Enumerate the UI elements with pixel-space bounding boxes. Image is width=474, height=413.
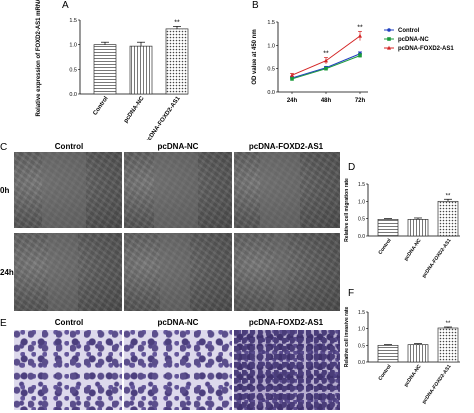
significance-label: **	[357, 24, 363, 31]
y-tick-label: 0.0	[358, 234, 365, 240]
invasion-image-foxd2	[234, 330, 340, 410]
bar-chart-a: 0.0 0.5 1.0 1.5 Relative expression of FOXD2…	[36, 0, 189, 140]
e-col-header-nc: pcDNA-NC	[157, 318, 199, 327]
significance-label: **	[446, 321, 451, 327]
c-col-header-nc: pcDNA-NC	[157, 142, 199, 151]
legend-marker	[387, 37, 391, 41]
c-col-header-foxd2: pcDNA-FOXD2-AS1	[248, 142, 324, 151]
x-tick-label: pcDNA-NC	[123, 95, 146, 124]
bar-chart-d: 0.0 0.5 1.0 1.5 Relative cell migration rate…	[344, 178, 460, 280]
invasion-image-control	[14, 330, 122, 410]
y-tick-label: 1.0	[358, 327, 365, 333]
y-axis-label: Relative expression of FOXD2-AS1 mRNA	[36, 0, 42, 117]
y-tick-label: 1.0	[358, 199, 365, 205]
data-point	[358, 53, 362, 58]
data-point	[290, 77, 294, 81]
panel-label-e: E	[0, 318, 7, 329]
wound-image-nc-0h	[124, 152, 232, 228]
bar	[407, 344, 429, 363]
legend-marker	[387, 45, 391, 50]
bar	[377, 344, 399, 363]
e-col-header-foxd2: pcDNA-FOXD2-AS1	[248, 318, 324, 327]
wound-image-nc-24h	[124, 233, 232, 311]
y-tick-label: 0.5	[267, 67, 275, 73]
significance-label: **	[323, 50, 329, 57]
y-tick-label: 0.5	[358, 343, 365, 349]
y-tick-label: 0.5	[358, 217, 365, 223]
x-tick-label: pcDNA-FOXD2-AS1	[145, 95, 182, 140]
x-tick-label: pcDNA-NC	[403, 237, 423, 262]
bar-chart-f: 0.0 0.5 1.0 1.5 Relative cell invasive rate C…	[344, 306, 460, 406]
x-tick-label: pcDNA-FOXD2-AS1	[421, 364, 453, 406]
c-col-header-control: Control	[54, 142, 84, 151]
legend-label: pcDNA-NC	[398, 37, 429, 43]
bar	[437, 200, 459, 237]
bar	[93, 44, 117, 95]
bar	[437, 327, 459, 363]
y-tick-label: 1.0	[267, 43, 275, 49]
e-col-header-control: Control	[54, 318, 84, 327]
legend-label: Control	[398, 28, 420, 34]
wound-image-foxd2-0h	[234, 152, 340, 228]
bar	[377, 219, 399, 237]
y-tick-label: 1.5	[69, 18, 77, 24]
data-point	[358, 33, 362, 38]
c-row-label-24h: 24h	[0, 268, 14, 277]
significance-label: **	[446, 193, 451, 199]
y-tick-label: 1.5	[358, 182, 365, 188]
y-tick-label: 0.0	[69, 92, 77, 98]
panel-label-c: C	[0, 142, 8, 153]
bar	[165, 28, 189, 95]
data-point	[324, 58, 328, 63]
panel-label-d: D	[348, 162, 356, 173]
bar	[407, 219, 429, 237]
x-tick-label: Control	[378, 363, 393, 382]
panel-label-a: A	[62, 0, 69, 11]
x-tick-label: Control	[92, 95, 109, 116]
significance-label: **	[174, 19, 180, 26]
data-point	[290, 73, 294, 77]
y-axis-label: Relative cell invasive rate	[344, 306, 350, 367]
data-point	[324, 66, 328, 71]
x-tick-label: 48h	[321, 98, 332, 104]
panel-label-b: B	[252, 0, 259, 11]
y-axis-label: Relative cell migration rate	[344, 178, 350, 242]
bar	[129, 45, 153, 95]
y-tick-label: 0.0	[358, 360, 365, 366]
wound-image-control-24h	[14, 233, 122, 311]
wound-image-foxd2-24h	[234, 233, 340, 311]
c-row-label-0h: 0h	[0, 186, 10, 195]
y-tick-label: 0.5	[69, 67, 77, 73]
y-tick-label: 0.0	[267, 90, 275, 96]
y-tick-label: 1.5	[267, 20, 275, 26]
x-tick-label: 72h	[355, 98, 366, 104]
x-tick-label: pcDNA-FOXD2-AS1	[421, 238, 453, 280]
panel-label-f: F	[348, 288, 355, 299]
x-tick-label: Control	[378, 237, 393, 256]
x-tick-label: 24h	[287, 98, 298, 104]
y-axis-label: OD value at 450 nm	[252, 29, 258, 84]
y-tick-label: 1.0	[69, 43, 77, 49]
line-chart-b: 0.0 0.5 1.0 1.5 OD value at 450 nm 24h 48h 72h *…	[252, 20, 454, 104]
y-tick-label: 1.5	[358, 310, 365, 316]
legend-label: pcDNA-FOXD2-AS1	[398, 46, 454, 52]
invasion-image-nc	[124, 330, 232, 410]
legend-marker	[387, 28, 391, 32]
wound-image-control-0h	[14, 152, 122, 228]
x-tick-label: pcDNA-NC	[403, 363, 423, 388]
